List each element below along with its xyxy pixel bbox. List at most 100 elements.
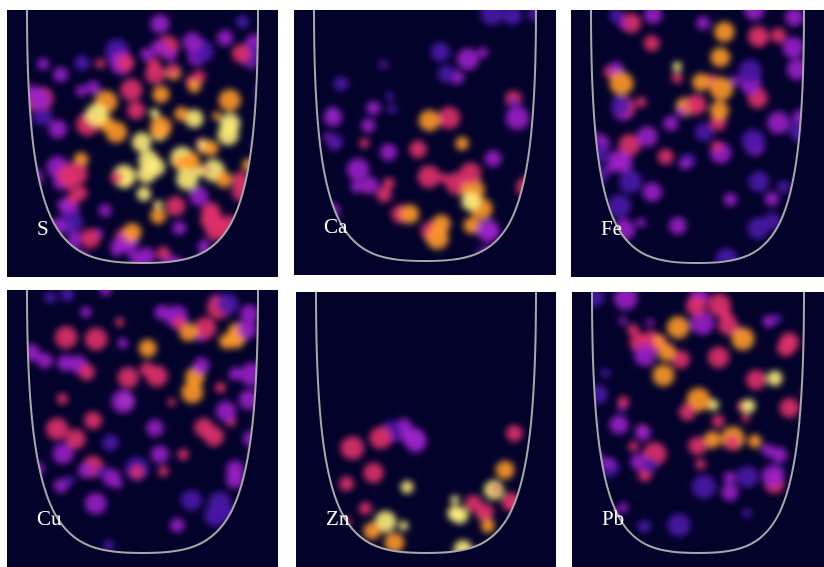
- blob: [76, 85, 87, 96]
- blob: [195, 317, 217, 339]
- blob: [785, 8, 804, 27]
- blob: [652, 364, 674, 386]
- blob: [57, 355, 74, 372]
- blob: [217, 293, 239, 315]
- blob: [151, 445, 169, 463]
- blob: [431, 42, 450, 61]
- blob: [139, 339, 157, 357]
- blob: [748, 435, 761, 448]
- blob: [780, 332, 799, 351]
- blob: [96, 465, 108, 477]
- blob: [366, 101, 380, 115]
- blob: [363, 463, 383, 483]
- blob: [765, 192, 779, 206]
- map-panel: Ca: [285, 3, 561, 277]
- blob: [723, 471, 736, 484]
- blob: [676, 107, 686, 117]
- blob: [85, 493, 107, 515]
- blob: [64, 162, 87, 185]
- blob: [152, 86, 169, 103]
- blob: [127, 101, 145, 119]
- blob: [767, 371, 782, 386]
- blob: [481, 519, 495, 533]
- blob: [118, 338, 129, 349]
- blob: [120, 79, 142, 101]
- blob: [112, 390, 135, 413]
- blob: [351, 180, 363, 192]
- blob: [638, 520, 651, 533]
- blob: [724, 193, 737, 206]
- blob: [123, 223, 141, 241]
- blob: [742, 399, 756, 413]
- blob: [130, 466, 143, 479]
- blob: [737, 466, 759, 488]
- element-label: Pb: [602, 506, 624, 530]
- blob: [619, 20, 628, 29]
- blob: [477, 220, 500, 243]
- blob: [672, 62, 682, 72]
- blob: [370, 427, 392, 449]
- blob: [667, 316, 689, 338]
- blob: [409, 141, 426, 158]
- blob: [151, 40, 167, 56]
- blob: [695, 123, 714, 142]
- blob: [686, 296, 706, 316]
- blob: [610, 415, 629, 434]
- blob: [710, 47, 730, 67]
- blob: [48, 120, 67, 139]
- blob: [174, 107, 188, 121]
- blob: [237, 320, 256, 339]
- blob: [710, 101, 729, 120]
- blob: [619, 317, 627, 325]
- blob: [679, 404, 696, 421]
- blob: [166, 196, 186, 216]
- blob: [762, 465, 784, 487]
- blob: [628, 441, 638, 451]
- blob: [741, 414, 749, 422]
- blob: [208, 492, 231, 515]
- blob: [137, 187, 151, 201]
- blob: [154, 305, 169, 320]
- blob: [679, 158, 690, 169]
- blob: [757, 34, 767, 44]
- blob: [137, 165, 156, 184]
- blob: [485, 150, 502, 167]
- blob: [200, 209, 222, 231]
- blob: [432, 215, 451, 234]
- blob: [164, 49, 176, 61]
- blob: [363, 522, 380, 539]
- blob: [509, 98, 520, 109]
- blob: [362, 177, 379, 194]
- blob: [341, 436, 364, 459]
- blob: [658, 343, 676, 361]
- blob: [240, 305, 258, 323]
- blob: [618, 396, 629, 407]
- blob: [635, 425, 650, 440]
- blob: [55, 326, 77, 348]
- blob: [380, 144, 397, 161]
- blob: [610, 72, 634, 96]
- blob: [54, 479, 68, 493]
- blob: [383, 177, 395, 189]
- blob: [708, 347, 729, 368]
- blob: [158, 466, 169, 477]
- blob: [643, 458, 658, 473]
- blob: [37, 58, 49, 70]
- blob: [146, 420, 163, 437]
- blob: [189, 187, 208, 206]
- blob: [110, 171, 123, 184]
- blob: [671, 72, 682, 83]
- blob: [721, 484, 738, 501]
- blob: [95, 58, 105, 68]
- blob: [84, 411, 102, 429]
- blob: [226, 460, 244, 478]
- blob: [771, 28, 786, 43]
- blob: [117, 55, 134, 72]
- blob: [418, 165, 441, 188]
- blob: [216, 171, 233, 188]
- blob: [85, 328, 108, 351]
- blob: [53, 67, 68, 82]
- blob: [658, 149, 674, 165]
- blob: [401, 481, 414, 494]
- blob: [79, 364, 95, 380]
